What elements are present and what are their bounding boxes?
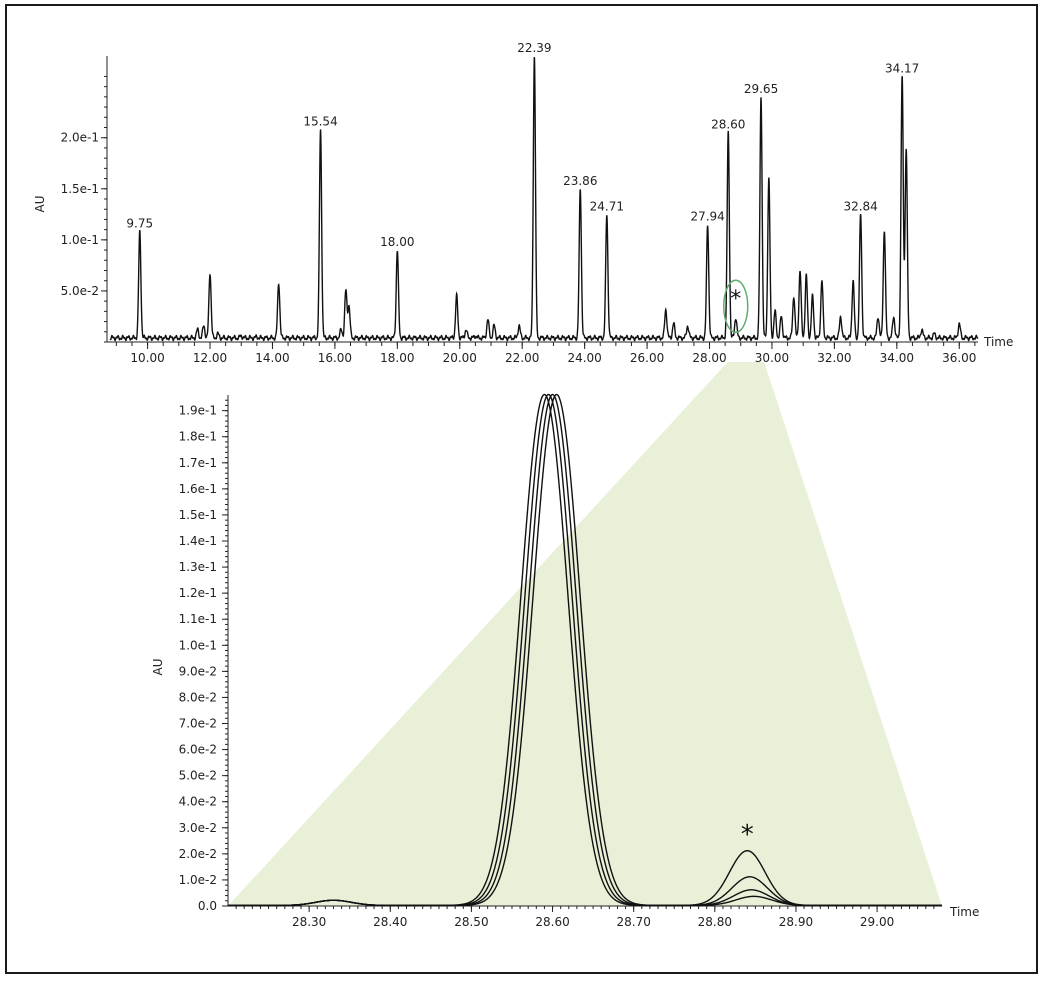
overview-chromatogram: 5.0e-2 1.0e-1 1.5e-1 2.0e-1 AU 10.00 12.00 14.0… xyxy=(33,41,1013,365)
x-tick-label: 28.00 xyxy=(692,351,726,365)
y-axis-title: AU xyxy=(151,659,165,676)
y-tick-label: 6.0e-2 xyxy=(179,743,217,757)
x-tick-label: 28.90 xyxy=(779,915,813,929)
y-tick-label: 5.0e-2 xyxy=(179,769,217,783)
y-tick-label: 1.9e-1 xyxy=(179,404,217,418)
zoom-highlight-region xyxy=(228,362,942,906)
y-tick-label: 1.8e-1 xyxy=(179,430,217,444)
y-tick-label: 1.7e-1 xyxy=(179,456,217,470)
peak-label: 23.86 xyxy=(563,174,597,188)
x-tick-label: 28.40 xyxy=(373,915,407,929)
y-tick-label: 2.0e-2 xyxy=(179,847,217,861)
x-tick-label: 28.60 xyxy=(535,915,569,929)
x-tick-label: 22.00 xyxy=(505,351,539,365)
peak-label: 29.65 xyxy=(744,82,778,96)
peak-label: 15.54 xyxy=(303,115,337,129)
x-tick-label: 12.00 xyxy=(193,351,227,365)
x-tick-label: 30.00 xyxy=(755,351,789,365)
x-tick-label: 36.00 xyxy=(942,351,976,365)
x-tick-label: 32.00 xyxy=(817,351,851,365)
x-axis-title: Time xyxy=(983,335,1013,349)
x-tick-label: 26.00 xyxy=(630,351,664,365)
highlight-ellipse xyxy=(722,279,749,333)
x-tick-label: 28.50 xyxy=(454,915,488,929)
y-tick-label: 7.0e-2 xyxy=(179,717,217,731)
impurity-asterisk: * xyxy=(741,820,754,850)
overview-trace xyxy=(109,57,979,342)
peak-label: 9.75 xyxy=(126,217,153,231)
x-tick-label: 10.00 xyxy=(130,351,164,365)
y-tick-label: 0.0 xyxy=(198,899,217,913)
y-tick-label: 1.0e-1 xyxy=(61,233,99,247)
zoomed-chromatogram: 0.0 1.0e-2 2.0e-2 3.0e-2 4.0e-2 5.0e-2 6.0e-2 7… xyxy=(151,393,979,929)
x-tick-label: 24.00 xyxy=(567,351,601,365)
peak-label: 27.94 xyxy=(690,210,724,224)
y-tick-label: 4.0e-2 xyxy=(179,795,217,809)
y-tick-label: 9.0e-2 xyxy=(179,664,217,678)
y-tick-label: 1.5e-1 xyxy=(61,182,99,196)
y-axis-title: AU xyxy=(33,196,47,213)
peak-label: 28.60 xyxy=(711,118,745,132)
peak-label: 22.39 xyxy=(517,41,551,55)
x-tick-label: 18.00 xyxy=(380,351,414,365)
peak-label: 24.71 xyxy=(590,199,624,213)
y-tick-label: 1.5e-1 xyxy=(179,508,217,522)
y-tick-label: 2.0e-1 xyxy=(61,131,99,145)
y-tick-label: 1.0e-1 xyxy=(179,638,217,652)
y-tick-label: 3.0e-2 xyxy=(179,821,217,835)
y-tick-label: 5.0e-2 xyxy=(61,284,99,298)
y-tick-label: 1.6e-1 xyxy=(179,482,217,496)
x-tick-label: 28.80 xyxy=(698,915,732,929)
y-tick-label: 1.3e-1 xyxy=(179,560,217,574)
y-tick-label: 8.0e-2 xyxy=(179,690,217,704)
peak-label: 32.84 xyxy=(843,199,877,213)
y-tick-label: 1.2e-1 xyxy=(179,586,217,600)
x-tick-label: 14.00 xyxy=(255,351,289,365)
peak-label: 18.00 xyxy=(380,235,414,249)
x-tick-label: 34.00 xyxy=(880,351,914,365)
figure-frame xyxy=(5,4,1038,974)
x-tick-label: 20.00 xyxy=(443,351,477,365)
y-tick-label: 1.0e-2 xyxy=(179,873,217,887)
y-tick-label: 1.4e-1 xyxy=(179,534,217,548)
x-tick-label: 16.00 xyxy=(318,351,352,365)
impurity-asterisk: * xyxy=(730,287,741,312)
overlay-trace-4 xyxy=(228,393,942,907)
x-axis-title: Time xyxy=(949,905,979,919)
y-tick-label: 1.1e-1 xyxy=(179,612,217,626)
x-tick-label: 28.30 xyxy=(292,915,326,929)
x-tick-label: 28.70 xyxy=(617,915,651,929)
peak-label: 34.17 xyxy=(885,61,919,75)
x-tick-label: 29.00 xyxy=(860,915,894,929)
